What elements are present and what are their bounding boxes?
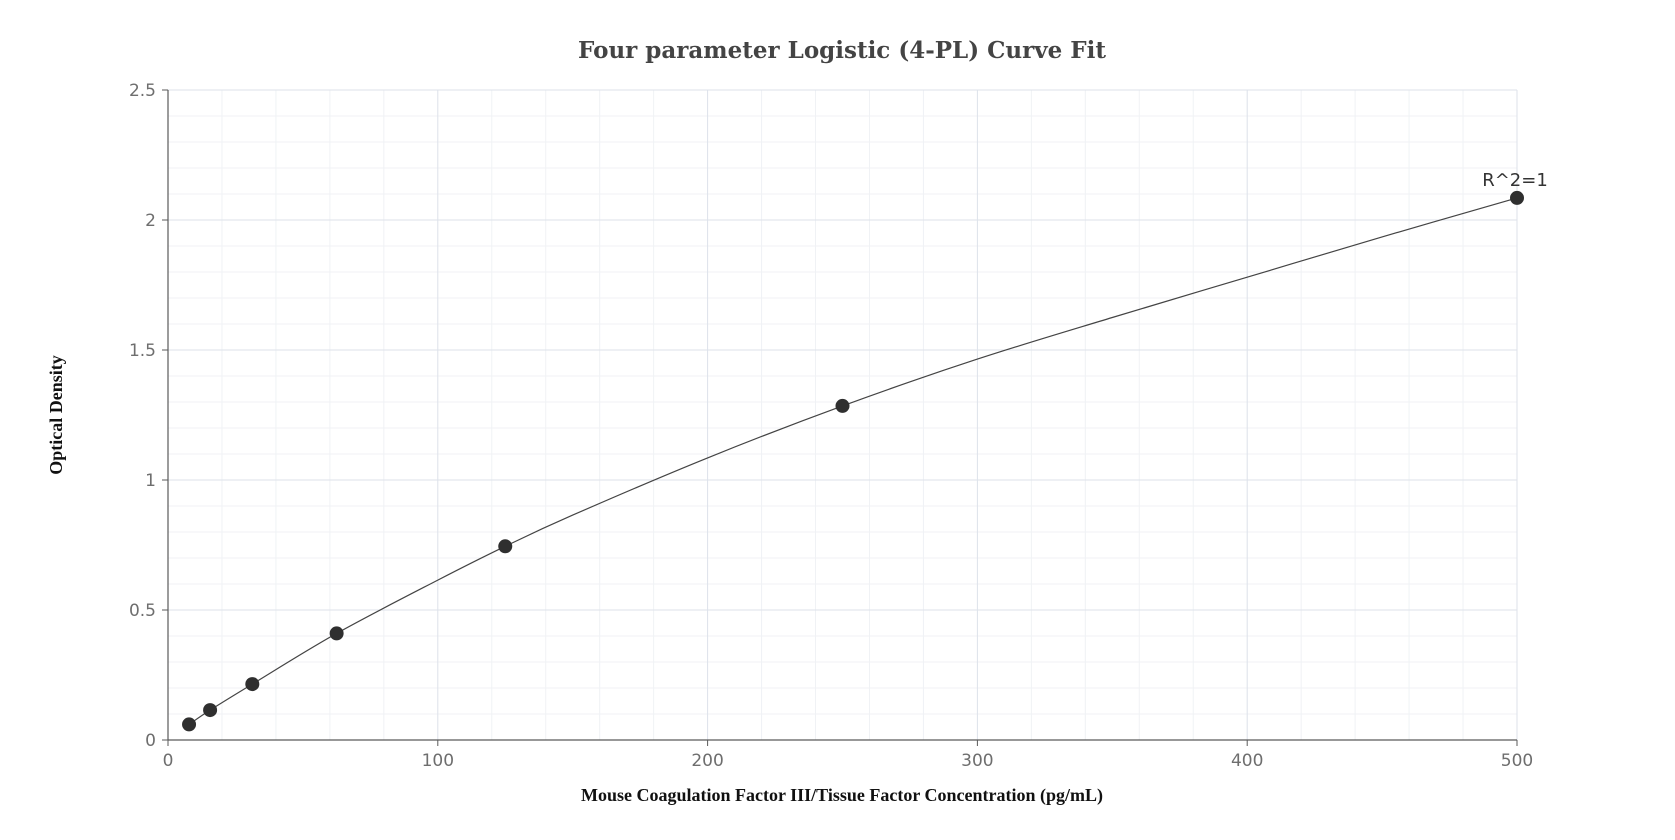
data-point (835, 398, 850, 413)
data-point (1510, 190, 1524, 205)
x-tick-label: 0 (163, 751, 174, 771)
y-axis-label: Optical Density (46, 355, 66, 475)
x-axis-label: Mouse Coagulation Factor III/Tissue Fact… (581, 785, 1103, 806)
y-tick-label: 0.5 (129, 601, 156, 621)
data-point (329, 626, 344, 641)
data-point (245, 677, 260, 692)
data-points (182, 190, 1524, 732)
fit-curve (188, 197, 1518, 725)
data-point (498, 539, 513, 554)
x-tick-label: 300 (961, 751, 993, 771)
x-tick-label: 500 (1501, 751, 1533, 771)
y-tick-label: 1 (145, 471, 156, 491)
y-tick-label: 1.5 (129, 341, 156, 361)
data-point (182, 717, 197, 732)
y-tick-label: 2.5 (129, 81, 156, 101)
x-tick-label: 200 (691, 751, 723, 771)
r-squared-annotation: R^2=1 (1482, 170, 1548, 191)
y-tick-label: 0 (145, 731, 156, 751)
grid (168, 89, 1518, 740)
data-point (203, 703, 218, 718)
axes (167, 90, 1517, 741)
x-tick-label: 400 (1231, 751, 1263, 771)
chart-title: Four parameter Logistic (4-PL) Curve Fit (578, 37, 1106, 64)
ticks: 0 100 200 300 400 500 0 0.5 1 1.5 2 2.5 (129, 81, 1533, 771)
x-tick-label: 100 (422, 751, 454, 771)
y-tick-label: 2 (145, 211, 156, 231)
